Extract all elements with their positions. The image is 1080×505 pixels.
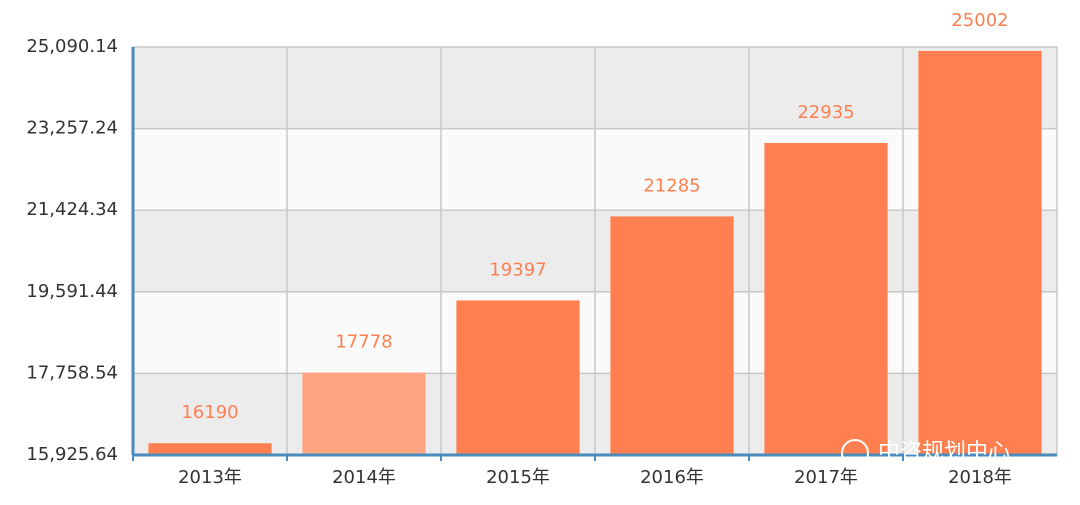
y-tick-label: 15,925.64 bbox=[26, 444, 118, 465]
value-label: 21285 bbox=[643, 175, 700, 196]
y-tick-label: 19,591.44 bbox=[26, 281, 118, 302]
bar bbox=[918, 50, 1042, 456]
value-label: 25002 bbox=[951, 10, 1008, 31]
value-label: 22935 bbox=[797, 102, 854, 123]
y-tick-label: 21,424.34 bbox=[26, 199, 118, 220]
y-tick-label: 23,257.24 bbox=[26, 118, 118, 139]
bar bbox=[456, 300, 580, 455]
bar bbox=[302, 372, 426, 455]
x-tick-label: 2017年 bbox=[794, 467, 858, 488]
value-label: 19397 bbox=[489, 259, 546, 280]
y-tick-label: 17,758.54 bbox=[26, 362, 118, 383]
x-tick-label: 2018年 bbox=[948, 467, 1012, 488]
x-tick-label: 2014年 bbox=[332, 467, 396, 488]
bar bbox=[148, 443, 272, 455]
bar bbox=[610, 216, 734, 455]
x-tick-label: 2013年 bbox=[178, 467, 242, 488]
bar bbox=[764, 142, 888, 456]
y-tick-label: 25,090.14 bbox=[26, 36, 118, 57]
watermark: 中咨规划中心 bbox=[878, 440, 1010, 465]
watermark-icon bbox=[841, 439, 869, 467]
x-tick-label: 2015年 bbox=[486, 467, 550, 488]
value-label: 16190 bbox=[181, 402, 238, 423]
x-tick-label: 2016年 bbox=[640, 467, 704, 488]
value-label: 17778 bbox=[335, 332, 392, 353]
